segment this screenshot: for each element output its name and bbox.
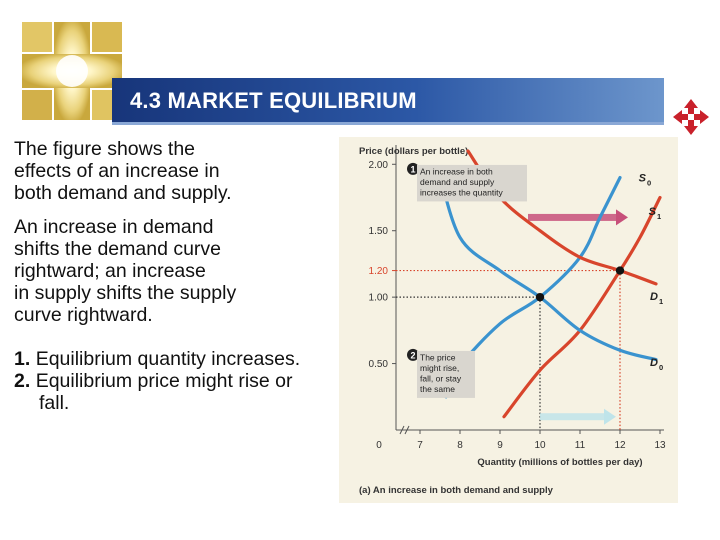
- shift-arrow-shaft: [540, 413, 604, 421]
- y-axis-label: Price (dollars per bottle): [359, 146, 468, 157]
- glowing-cross-logo-icon: [22, 22, 122, 120]
- list-text: Equilibrium price might rise or fall.: [35, 370, 293, 414]
- x-tick-label: 13: [654, 440, 666, 451]
- annotation-number: 1: [410, 164, 415, 174]
- series-label-sub-d1: 1: [659, 297, 663, 306]
- x-tick-label: 8: [457, 440, 463, 451]
- y-tick-label: 0.50: [369, 359, 389, 370]
- x-tick-label: 12: [614, 440, 626, 451]
- list-number: 1.: [14, 348, 31, 370]
- annotation-text: The price: [420, 352, 456, 362]
- slide-title: 4.3 MARKET EQUILIBRIUM: [130, 88, 417, 113]
- chart-svg: Price (dollars per bottle) Quantity (mill…: [359, 145, 666, 496]
- annotation-text: might rise,: [420, 363, 459, 373]
- slide-text: The figure shows the effects of an incre…: [14, 138, 319, 414]
- annotation-text: demand and supply: [420, 177, 495, 187]
- series-label-s0: S: [639, 173, 647, 185]
- shift-arrow-shaft: [528, 213, 616, 221]
- annotation-box: [417, 350, 475, 398]
- x-axis-label: Quantity (millions of bottles per day): [477, 457, 642, 468]
- annotation-text: the same: [420, 384, 455, 394]
- result-list: 1. Equilibrium quantity increases. 2. Eq…: [14, 348, 319, 414]
- y-tick-label-highlight: 1.20: [369, 266, 389, 277]
- annotation-text: An increase in both: [420, 166, 493, 176]
- series-label-d1: D: [650, 291, 658, 303]
- y-tick-label: 2.00: [369, 160, 389, 171]
- annotation-text: increases the quantity: [420, 187, 503, 197]
- intro-paragraph: The figure shows the effects of an incre…: [14, 138, 232, 204]
- annotation-text: fall, or stay: [420, 373, 462, 383]
- series-label-sub-s0: 0: [647, 179, 651, 188]
- list-item: 2. Equilibrium price might rise or fall.: [14, 370, 319, 414]
- x-tick-label: 10: [534, 440, 546, 451]
- series-label-s1: S: [649, 206, 657, 218]
- y-tick-label: 1.50: [369, 226, 389, 237]
- shift-arrow-head: [604, 408, 616, 425]
- four-arrow-move-icon[interactable]: [672, 98, 710, 136]
- series-line-s1: [502, 195, 662, 419]
- series-label-sub-s1: 1: [657, 212, 661, 221]
- equilibrium-point: [535, 292, 545, 302]
- annotation-box: [417, 164, 527, 202]
- title-bar: 4.3 MARKET EQUILIBRIUM: [112, 78, 664, 125]
- shift-arrow-head: [616, 209, 628, 226]
- axis-break-mark: [399, 425, 410, 435]
- x-tick-label: 11: [575, 440, 586, 451]
- list-item: 1. Equilibrium quantity increases.: [14, 348, 319, 370]
- x-tick-label: 9: [497, 440, 503, 451]
- annotation-number-badge: [407, 348, 419, 361]
- series-label-d0: D: [650, 357, 658, 369]
- x-tick-label: 7: [417, 440, 423, 451]
- annotation-number: 2: [410, 350, 415, 360]
- annotation-number-badge: [407, 162, 419, 175]
- equilibrium-chart: Price (dollars per bottle) Quantity (mill…: [339, 137, 678, 503]
- equilibrium-point: [615, 266, 625, 275]
- x-origin-label: 0: [376, 440, 382, 451]
- y-tick-label: 1.00: [369, 293, 389, 304]
- shift-paragraph: An increase in demand shifts the demand …: [14, 216, 237, 326]
- list-number: 2.: [14, 370, 31, 392]
- list-text: Equilibrium quantity increases.: [35, 348, 301, 370]
- chart-caption: (a) An increase in both demand and suppl…: [359, 485, 554, 496]
- series-label-sub-d0: 0: [659, 363, 663, 372]
